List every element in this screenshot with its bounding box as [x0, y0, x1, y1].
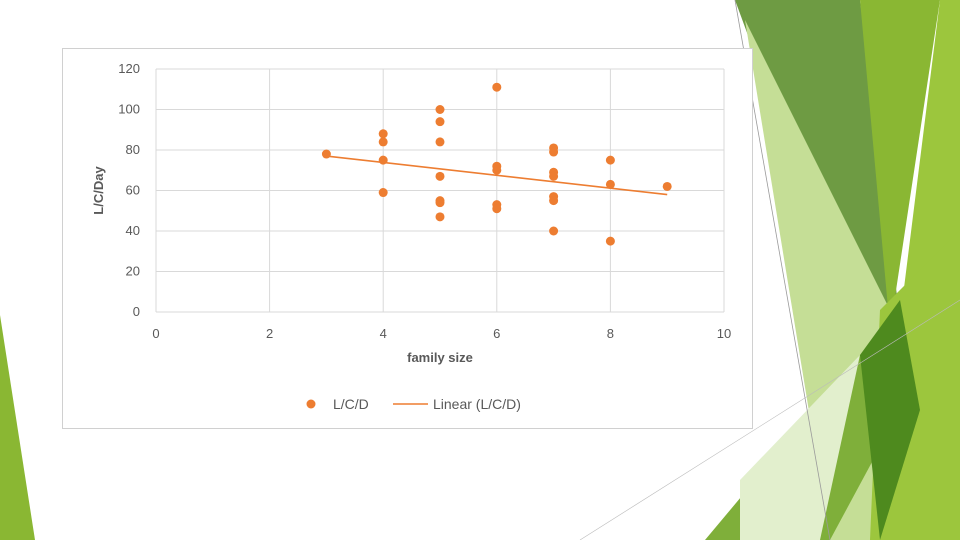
data-point: [378, 129, 388, 139]
data-point: [605, 179, 615, 189]
chart-panel: 0 2 4 6 8 10 0 20 40 60 80 100 120 family size L/C/…: [62, 48, 753, 429]
y-tick-label: 100: [118, 102, 140, 117]
legend-trendline-label: Linear (L/C/D): [433, 396, 521, 412]
x-tick-label: 2: [266, 326, 273, 341]
data-point: [435, 212, 445, 222]
data-point: [492, 165, 502, 175]
y-tick-label: 120: [118, 61, 140, 76]
x-axis-title: family size: [407, 350, 473, 365]
data-point: [605, 236, 615, 246]
x-tick-label: 0: [152, 326, 159, 341]
data-point: [549, 171, 559, 181]
y-tick-label: 80: [126, 142, 140, 157]
data-point: [549, 147, 559, 157]
y-tick-labels: 0 20 40 60 80 100 120: [118, 61, 140, 319]
data-point: [492, 82, 502, 92]
x-tick-label: 10: [717, 326, 731, 341]
data-point: [435, 105, 445, 114]
x-tick-label: 8: [607, 326, 614, 341]
data-point: [662, 181, 672, 191]
data-point: [378, 188, 388, 198]
scatter-chart: 0 2 4 6 8 10 0 20 40 60 80 100 120 family size L/C/…: [91, 61, 731, 412]
legend-marker-icon: [306, 399, 316, 409]
decor-facet-2: [900, 0, 960, 320]
data-point: [435, 198, 445, 208]
data-point: [492, 204, 502, 214]
data-point: [378, 137, 388, 147]
data-point: [605, 155, 615, 165]
legend: L/C/D Linear (L/C/D): [306, 396, 521, 412]
data-points: [321, 82, 672, 246]
y-tick-label: 0: [133, 304, 140, 319]
data-point: [435, 137, 445, 147]
data-point: [435, 171, 445, 181]
y-tick-label: 40: [126, 223, 140, 238]
decor-facet-6: [860, 300, 920, 540]
decor-facet-8: [0, 315, 35, 540]
data-point: [549, 196, 559, 206]
y-axis-title: L/C/Day: [91, 166, 106, 215]
x-tick-labels: 0 2 4 6 8 10: [152, 326, 731, 341]
x-tick-label: 6: [493, 326, 500, 341]
decor-line-2: [579, 299, 960, 540]
data-point: [549, 226, 559, 236]
decor-facet-1: [860, 0, 940, 330]
data-point: [435, 117, 445, 127]
y-tick-label: 20: [126, 264, 140, 279]
x-tick-label: 4: [380, 326, 387, 341]
legend-series-label: L/C/D: [333, 396, 369, 412]
data-point: [321, 149, 331, 159]
decor-facet-7: [740, 355, 860, 540]
y-tick-label: 60: [126, 183, 140, 198]
data-point: [378, 155, 388, 165]
